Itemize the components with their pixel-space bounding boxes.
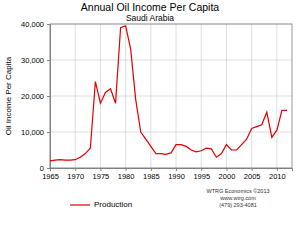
grid [50, 24, 292, 168]
x-tick: 1970 [67, 168, 84, 181]
grid-line [201, 24, 202, 168]
x-tick-label: 1990 [168, 172, 185, 181]
x-tick: 1985 [143, 168, 160, 181]
x-tick-label: 1970 [67, 172, 84, 181]
y-tick-label: 20,000 [21, 92, 44, 101]
y-tick-mark [47, 24, 50, 25]
grid-line [50, 132, 292, 133]
legend-swatch [70, 204, 90, 205]
x-tick: 1995 [193, 168, 210, 181]
x-tick-mark [100, 168, 101, 171]
y-axis-title: Oil Income Per Capita [4, 56, 13, 135]
annotation: (479) 293-4081 [219, 202, 257, 208]
x-tick-mark [201, 168, 202, 171]
y-tick-label: 10,000 [21, 128, 44, 137]
annotation: WTRG Economics ©2013 [206, 188, 269, 194]
x-axis-line [51, 169, 293, 172]
grid-line [75, 24, 76, 168]
x-tick-mark [226, 168, 227, 171]
grid-line [50, 60, 292, 61]
y-tick-mark [47, 60, 50, 61]
x-tick-mark [75, 168, 76, 171]
x-tick-label: 2005 [244, 172, 261, 181]
x-tick-mark [252, 168, 253, 171]
x-tick-mark [277, 168, 278, 171]
x-tick: 2005 [244, 168, 261, 181]
y-tick-label: 30,000 [21, 56, 44, 65]
y-axis-line [47, 25, 51, 169]
x-tick-label: 2000 [219, 172, 236, 181]
x-tick-mark [176, 168, 177, 171]
y-tick-mark [47, 168, 50, 169]
y-tick: 40,000 [21, 20, 50, 29]
grid-line [276, 24, 277, 168]
title: Annual Oil Income Per Capita [81, 1, 219, 13]
y-tick-mark [47, 96, 50, 97]
x-tick: 1990 [168, 168, 185, 181]
x-axis: 1965 1970 1975 1980 1985 1990 1995 2000 2005 2010 [42, 168, 292, 181]
y-tick-mark [47, 132, 50, 133]
grid-line [50, 96, 292, 97]
x-tick-mark [126, 168, 127, 171]
x-tick-label: 2010 [269, 172, 286, 181]
y-tick: 10,000 [21, 128, 50, 137]
grid-line [176, 24, 177, 168]
x-tick: 1965 [42, 168, 59, 181]
subtitle: Saudi Arabia [126, 13, 174, 23]
series-line [50, 26, 287, 161]
y-tick: 0 [40, 164, 50, 173]
x-tick: 2000 [219, 168, 236, 181]
y-axis: 0 10,000 20,000 30,000 40,000 [21, 20, 50, 173]
grid-line [251, 24, 252, 168]
legend-label: Production [94, 200, 132, 209]
x-tick: 1980 [118, 168, 135, 181]
legend: Production [70, 200, 132, 209]
y-tick-label: 0 [40, 164, 44, 173]
x-tick-label: 1980 [118, 172, 135, 181]
chart: Annual Oil Income Per CapitaSaudi Arabia… [0, 0, 300, 225]
plot-area [50, 26, 287, 161]
x-tick-label: 1975 [93, 172, 110, 181]
x-tick-mark [151, 168, 152, 171]
x-tick-label: 1985 [143, 172, 160, 181]
grid-line [125, 24, 126, 168]
x-tick: 2010 [269, 168, 286, 181]
y-tick: 20,000 [21, 92, 50, 101]
annotation: www.wtrg.com [219, 195, 256, 201]
x-tick-label: 1965 [42, 172, 59, 181]
y-tick-label: 40,000 [21, 20, 44, 29]
x-tick-label: 1995 [193, 172, 210, 181]
grid-line [100, 24, 101, 168]
plot-frame [50, 24, 292, 168]
x-tick: 1975 [93, 168, 110, 181]
y-tick: 30,000 [21, 56, 50, 65]
